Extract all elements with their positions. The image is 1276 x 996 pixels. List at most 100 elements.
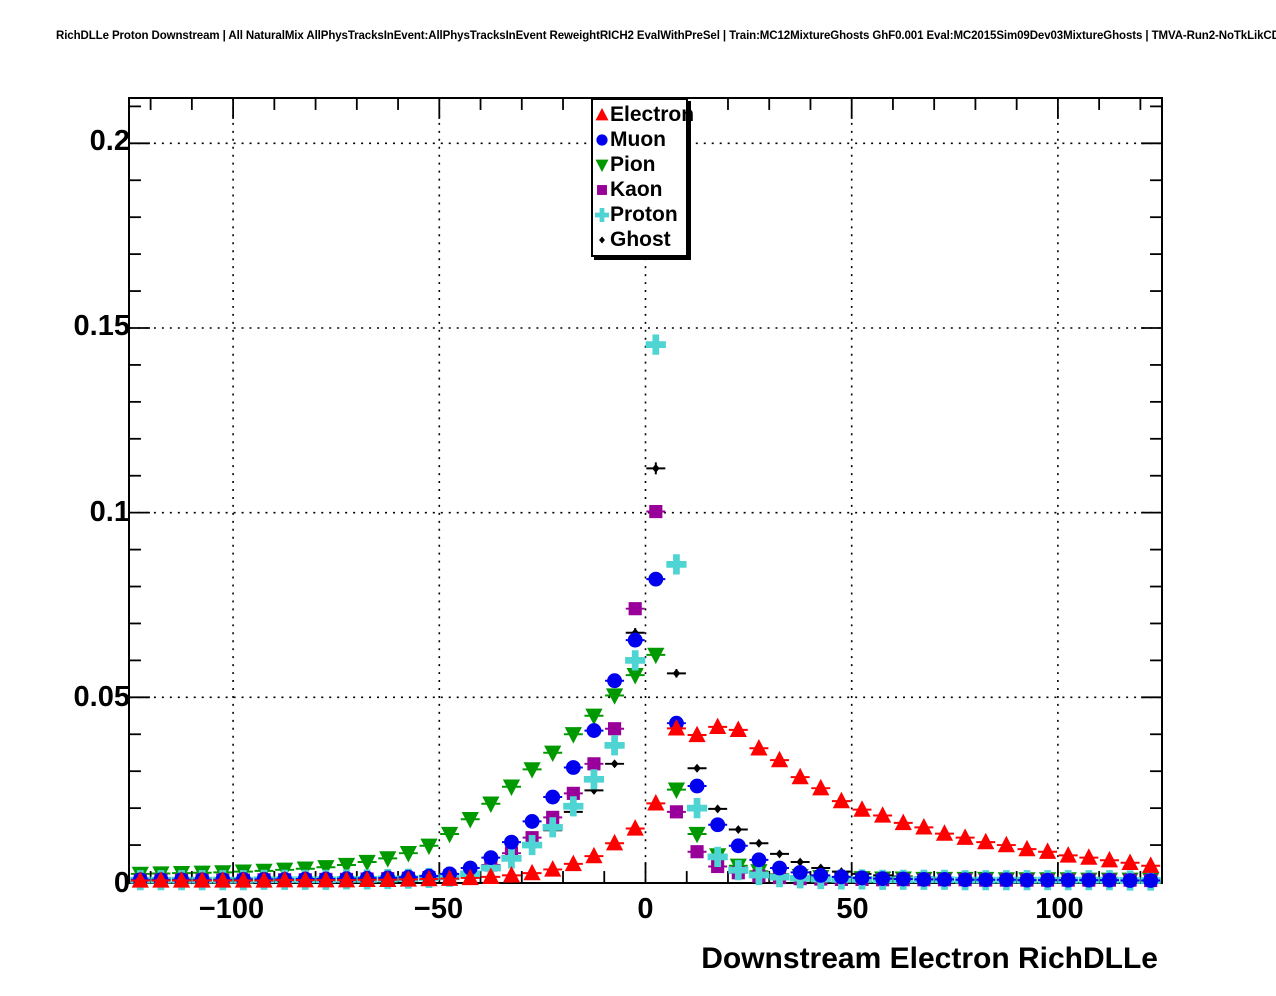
data-point-triangle-up	[172, 871, 191, 888]
data-point-cross	[501, 848, 522, 869]
legend-item-electron[interactable]: Electron	[593, 102, 694, 127]
data-point-cross	[563, 796, 584, 817]
data-point-triangle-up	[276, 870, 294, 888]
x-tick-label: −50	[413, 893, 464, 925]
data-point-triangle-up	[915, 818, 933, 835]
series-proton	[130, 334, 1161, 891]
data-point-circle	[998, 872, 1014, 888]
legend-item-pion[interactable]: Pion	[593, 152, 686, 177]
legend-item-label: Muon	[610, 128, 666, 151]
triangle-down-icon	[595, 158, 609, 172]
data-point-triangle-down	[688, 826, 706, 844]
data-point-triangle-down	[420, 838, 438, 856]
data-point-triangle-up	[1100, 850, 1119, 868]
data-point-triangle-up	[1121, 853, 1139, 870]
data-point-circle	[1060, 872, 1076, 888]
data-point-triangle-up	[152, 871, 170, 888]
data-point-cross	[604, 735, 625, 756]
y-tick-label: 0.05	[73, 681, 130, 714]
data-point-dot	[713, 804, 722, 814]
legend-item-label: Proton	[610, 203, 678, 226]
data-point-circle	[565, 760, 581, 775]
data-point-triangle-up	[255, 871, 273, 888]
legend-item-kaon[interactable]: Kaon	[593, 177, 686, 202]
legend-item-label: Ghost	[610, 228, 671, 251]
data-point-circle	[689, 778, 705, 794]
grid-layer	[130, 99, 1161, 883]
data-point-cross	[728, 860, 749, 881]
x-axis-title: Downstream Electron RichDLLe	[701, 942, 1158, 975]
data-point-circle	[586, 723, 602, 738]
data-point-square	[690, 845, 704, 859]
legend-item-muon[interactable]: Muon	[593, 127, 686, 152]
triangle-up-icon	[595, 107, 609, 122]
data-point-triangle-down	[626, 668, 644, 685]
data-point-square	[587, 757, 601, 771]
data-point-triangle-down	[595, 159, 609, 172]
data-point-triangle-up	[709, 717, 727, 735]
data-point-triangle-up	[482, 867, 500, 884]
data-point-dot	[775, 849, 784, 859]
data-point-triangle-up	[544, 860, 562, 877]
data-point-triangle-down	[317, 860, 335, 877]
data-point-circle	[730, 838, 746, 854]
data-point-cross	[521, 834, 543, 856]
data-point-circle	[710, 817, 726, 833]
data-point-triangle-up	[1018, 839, 1036, 857]
y-tick-label: 0	[113, 867, 130, 899]
data-point-cross	[645, 334, 666, 355]
data-point-circle	[978, 872, 994, 888]
x-tick-label: 0	[637, 893, 654, 925]
legend-item-proton[interactable]: Proton	[593, 202, 686, 227]
data-point-cross	[686, 798, 708, 819]
data-point-triangle-down	[358, 854, 376, 872]
data-point-circle	[1143, 873, 1159, 888]
data-point-triangle-up	[1080, 848, 1098, 865]
data-point-triangle-up	[729, 720, 747, 737]
legend-item-label: Kaon	[610, 178, 663, 201]
series-kaon	[130, 504, 1161, 888]
data-point-triangle-up	[1142, 856, 1160, 873]
series-ghost	[130, 462, 1161, 884]
data-point-cross	[583, 769, 605, 790]
data-point-triangle-up	[750, 738, 768, 756]
data-point-triangle-up	[935, 824, 954, 841]
data-point-square	[607, 722, 622, 736]
data-layer	[130, 334, 1161, 891]
data-point-square	[597, 184, 607, 195]
cross-icon	[594, 207, 610, 222]
y-tick-label: 0.15	[73, 310, 130, 343]
data-point-triangle-up	[502, 866, 521, 883]
data-point-triangle-up	[1059, 846, 1077, 863]
data-point-triangle-up	[461, 868, 479, 886]
data-point-cross	[769, 867, 790, 888]
data-point-cross	[542, 817, 563, 838]
data-point-triangle-down	[667, 782, 686, 799]
data-point-circle	[627, 632, 643, 648]
data-point-circle	[462, 860, 478, 876]
data-point-triangle-up	[585, 846, 603, 864]
data-point-triangle-up	[812, 778, 830, 796]
data-point-circle	[751, 852, 767, 868]
data-point-triangle-up	[399, 870, 417, 887]
data-point-triangle-down	[399, 846, 417, 863]
data-point-triangle-up	[605, 833, 624, 851]
data-point-triangle-down	[337, 857, 356, 875]
data-point-dot	[599, 236, 605, 243]
y-tick-label: 0.2	[89, 124, 130, 157]
data-point-circle	[1040, 872, 1056, 888]
data-point-dot	[755, 838, 763, 848]
legend[interactable]: Electron Muon Pion Kaon Proton Ghost	[591, 98, 694, 257]
data-point-triangle-down	[585, 708, 603, 726]
legend-item-ghost[interactable]: Ghost	[593, 227, 686, 252]
data-point-triangle-up	[791, 767, 809, 785]
dot-icon	[595, 233, 609, 247]
data-point-circle	[545, 789, 561, 805]
page-title: RichDLLe Proton Downstream | All Natural…	[56, 30, 1276, 42]
data-point-triangle-up	[296, 870, 314, 888]
y-tick-label: 0.1	[89, 495, 130, 528]
legend-item-label: Electron	[610, 103, 695, 126]
data-point-triangle-up	[234, 871, 253, 888]
data-point-triangle-up	[595, 107, 609, 120]
data-point-triangle-down	[461, 812, 479, 829]
